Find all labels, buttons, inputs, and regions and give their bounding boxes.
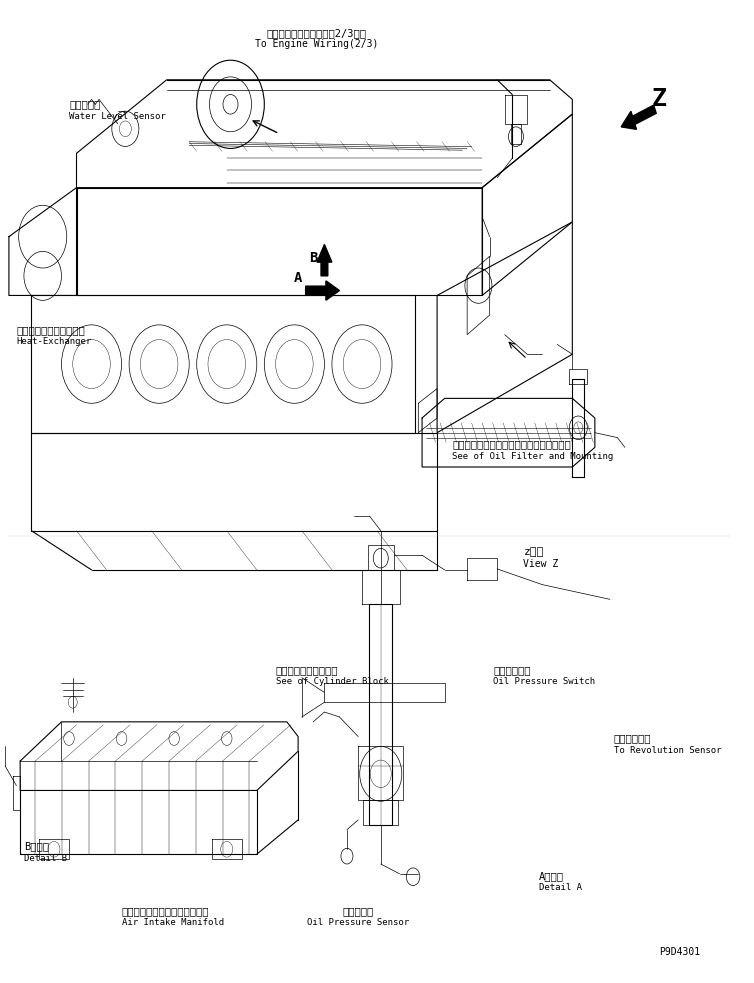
Text: Air Intake Manifold: Air Intake Manifold xyxy=(121,918,224,927)
Text: B　詳細: B 詳細 xyxy=(24,841,49,851)
Text: Oil Pressure Switch: Oil Pressure Switch xyxy=(493,677,596,686)
Text: A: A xyxy=(294,270,302,285)
Text: 水位センサ: 水位センサ xyxy=(69,99,100,109)
Text: See of Cylinder Block: See of Cylinder Block xyxy=(275,677,388,686)
Text: See of Oil Filter and Mounting: See of Oil Filter and Mounting xyxy=(452,452,613,461)
Text: 油圧スイッチ: 油圧スイッチ xyxy=(493,665,531,675)
Text: To Revolution Sensor: To Revolution Sensor xyxy=(614,746,721,755)
Text: z　視: z 視 xyxy=(523,548,544,557)
Text: Z: Z xyxy=(651,87,667,111)
Text: View Z: View Z xyxy=(523,559,559,569)
Text: To Engine Wiring(2/3): To Engine Wiring(2/3) xyxy=(255,38,379,48)
Text: シリンダブロック参照: シリンダブロック参照 xyxy=(275,665,338,675)
FancyArrow shape xyxy=(621,105,656,130)
Text: B: B xyxy=(309,252,317,265)
Text: ヒートエクスチェンジャ: ヒートエクスチェンジャ xyxy=(17,324,85,335)
Text: Heat-Exchanger: Heat-Exchanger xyxy=(17,337,92,346)
Text: 油圧センサ: 油圧センサ xyxy=(342,906,374,916)
Text: Detail B: Detail B xyxy=(24,853,67,863)
Text: Detail A: Detail A xyxy=(538,883,581,892)
FancyArrow shape xyxy=(317,245,332,276)
Text: P9D4301: P9D4301 xyxy=(659,948,700,957)
Text: 回転センサへ: 回転センサへ xyxy=(614,733,651,743)
FancyArrow shape xyxy=(305,281,339,300)
Text: エアーインテークマニホールド: エアーインテークマニホールド xyxy=(121,906,209,916)
Text: Water Level Sensor: Water Level Sensor xyxy=(69,112,166,121)
Text: Oil Pressure Sensor: Oil Pressure Sensor xyxy=(307,918,409,927)
Text: オイルフィルタおよびマウンティング参照: オイルフィルタおよびマウンティング参照 xyxy=(452,439,571,449)
Text: A　詳細: A 詳細 xyxy=(538,871,563,881)
Text: エンジンワイヤリング（2/3）へ: エンジンワイヤリング（2/3）へ xyxy=(267,28,367,37)
